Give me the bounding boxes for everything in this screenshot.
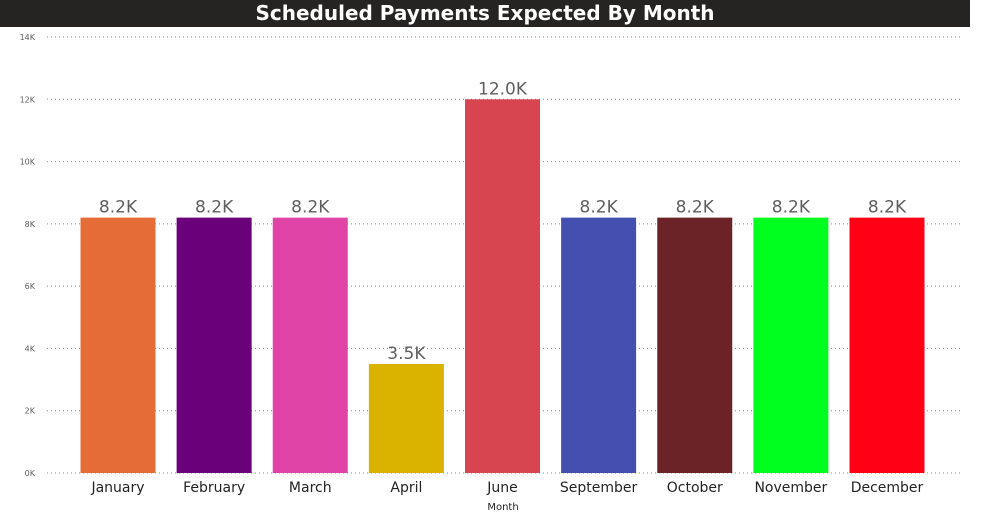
bar-december[interactable] [849, 217, 925, 473]
x-tick-label: February [183, 480, 245, 496]
y-tick-label: 8K [25, 220, 36, 229]
x-tick-label: January [90, 480, 144, 496]
bar-february[interactable] [176, 217, 252, 473]
data-label: 8.2K [195, 198, 234, 218]
x-tick-label: March [289, 480, 332, 496]
x-tick-label: June [486, 480, 518, 496]
bar-march[interactable] [272, 217, 348, 473]
data-label: 12.0K [478, 79, 528, 99]
data-label: 8.2K [772, 198, 811, 218]
chart-title: Scheduled Payments Expected By Month [0, 0, 970, 27]
x-tick-label: April [390, 480, 422, 496]
y-tick-label: 14K [20, 33, 36, 42]
bar-january[interactable] [80, 217, 156, 473]
x-tick-label: December [851, 480, 924, 496]
y-tick-label: 6K [25, 282, 36, 291]
data-label: 3.5K [387, 344, 426, 364]
y-tick-label: 4K [25, 344, 36, 353]
y-tick-label: 0K [25, 469, 36, 478]
bar-september[interactable] [561, 217, 637, 473]
data-label: 8.2K [676, 198, 715, 218]
data-label: 8.2K [291, 198, 330, 218]
x-tick-label: September [560, 480, 638, 496]
y-tick-label: 2K [25, 407, 36, 416]
bars [80, 99, 925, 474]
bar-october[interactable] [657, 217, 733, 473]
bar-april[interactable] [368, 364, 444, 473]
data-label: 8.2K [99, 198, 138, 218]
x-axis-title: Month [487, 502, 518, 513]
data-label: 8.2K [868, 198, 907, 218]
data-label: 8.2K [580, 198, 619, 218]
y-tick-label: 10K [20, 158, 36, 167]
bar-june[interactable] [465, 99, 540, 474]
x-tick-label: November [754, 480, 827, 496]
data-labels: 8.2K 8.2K 8.2K 3.5K 12.0K 8.2K 8.2K 8.2K 8.2K [99, 79, 907, 364]
x-tick-label: October [667, 480, 723, 496]
bar-november[interactable] [753, 217, 829, 473]
x-axis-ticks: January February March April June September Oc… [90, 480, 923, 496]
y-axis-ticks: 0K 2K 4K 6K 8K 10K 12K 14K [20, 33, 36, 478]
y-tick-label: 12K [20, 95, 36, 104]
